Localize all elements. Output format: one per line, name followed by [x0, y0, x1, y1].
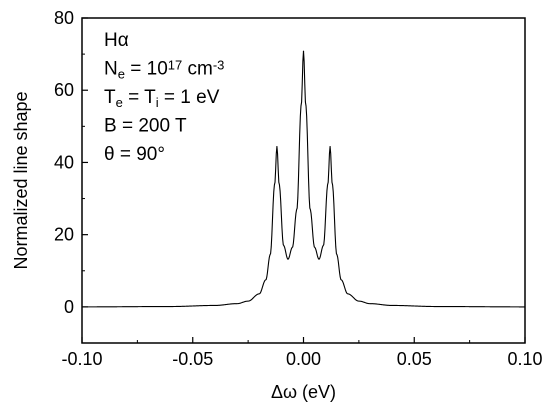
peak-point — [329, 145, 331, 148]
x-tick-label: 0.10 — [507, 349, 542, 369]
y-axis-label: Normalized line shape — [11, 91, 31, 269]
y-tick-label: 80 — [54, 8, 74, 28]
x-tick-label: -0.10 — [61, 349, 102, 369]
annotation-line: θ = 90° — [104, 144, 165, 165]
x-tick-label: 0.00 — [286, 349, 321, 369]
peak-point — [276, 145, 278, 148]
x-tick-label: 0.05 — [397, 349, 432, 369]
y-axis-ticks: 0 20 40 60 80 — [54, 8, 88, 344]
annotation-line: Hα — [104, 30, 129, 51]
y-tick-label: 60 — [54, 80, 74, 100]
x-axis-label: Δω (eV) — [271, 382, 336, 402]
annotation-line: B = 200 T — [104, 116, 187, 137]
annotation-line: Te = Ti = 1 eV — [104, 87, 220, 110]
peak-points — [276, 50, 331, 148]
x-tick-label: -0.05 — [172, 349, 213, 369]
y-tick-label: 40 — [54, 152, 74, 172]
annotation-block: Hα Ne = 1017 cm-3 Te = Ti = 1 eV B = 200 T θ… — [104, 30, 224, 165]
y-tick-label: 0 — [64, 297, 74, 317]
y-tick-label: 20 — [54, 225, 74, 245]
annotation-line: Ne = 1017 cm-3 — [104, 57, 224, 81]
x-axis-ticks: -0.10 -0.05 0.00 0.05 0.10 — [61, 337, 543, 369]
peak-point — [302, 50, 305, 52]
